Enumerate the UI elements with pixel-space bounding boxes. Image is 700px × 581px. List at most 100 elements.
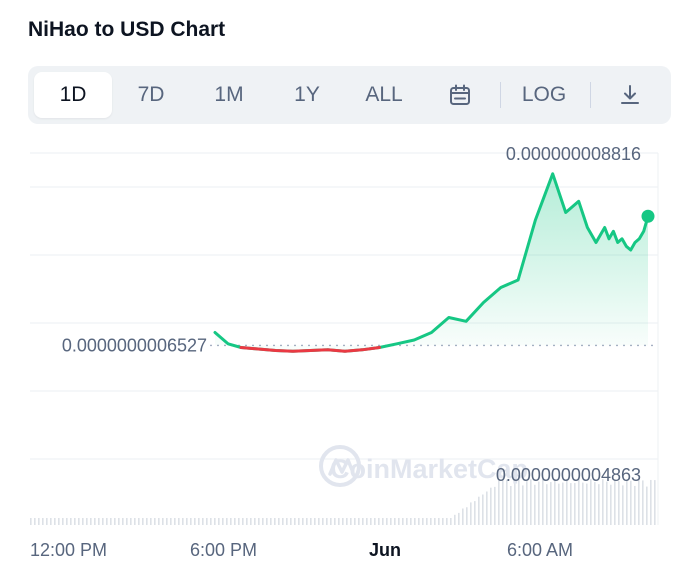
- volume-bar: [590, 479, 592, 525]
- volume-bar: [234, 518, 236, 525]
- volume-bar: [442, 518, 444, 525]
- volume-bar: [38, 518, 40, 525]
- volume-bar: [610, 484, 612, 525]
- volume-bar: [174, 518, 176, 525]
- volume-bar: [570, 483, 572, 525]
- volume-bar: [354, 518, 356, 525]
- volume-bar: [258, 518, 260, 525]
- volume-bar: [274, 518, 276, 525]
- volume-bar: [86, 518, 88, 525]
- download-icon: [621, 85, 639, 104]
- volume-bar: [346, 518, 348, 525]
- volume-bar: [230, 518, 232, 525]
- volume-bar: [594, 482, 596, 525]
- volume-bar: [162, 518, 164, 525]
- volume-bar: [474, 501, 476, 525]
- volume-bar: [322, 518, 324, 525]
- volume-bar: [466, 507, 468, 525]
- volume-bar: [622, 485, 624, 525]
- volume-bar: [46, 518, 48, 525]
- volume-bar: [598, 484, 600, 525]
- volume-bar: [618, 481, 620, 525]
- volume-bar: [438, 518, 440, 525]
- high-price-label: 0.000000008816: [506, 144, 641, 164]
- volume-bar: [494, 486, 496, 525]
- volume-bar: [358, 518, 360, 525]
- volume-bar: [562, 482, 564, 525]
- volume-bar: [502, 480, 504, 525]
- volume-bar: [106, 518, 108, 525]
- volume-bar: [70, 518, 72, 525]
- volume-bar: [462, 508, 464, 525]
- volume-bar: [546, 484, 548, 525]
- chart-title: NiHao to USD Chart: [28, 18, 226, 41]
- volume-bar: [126, 518, 128, 525]
- volume-bar: [238, 518, 240, 525]
- volume-bars: [30, 479, 656, 525]
- volume-bar: [530, 479, 532, 525]
- volume-bar: [130, 518, 132, 525]
- price-chart-svg: CoinMarketCap 0.000000008816 0.000000000…: [30, 144, 659, 525]
- range-7d-button[interactable]: 7D: [137, 83, 165, 106]
- volume-bar: [334, 518, 336, 525]
- volume-bar: [222, 518, 224, 525]
- range-1y-button[interactable]: 1Y: [294, 83, 320, 106]
- log-scale-button[interactable]: LOG: [521, 83, 567, 106]
- volume-bar: [422, 518, 424, 525]
- volume-bar: [406, 518, 408, 525]
- volume-bar: [498, 480, 500, 525]
- download-button[interactable]: [607, 72, 653, 118]
- range-all-button[interactable]: ALL: [365, 83, 403, 106]
- volume-bar: [602, 479, 604, 525]
- volume-bar: [114, 518, 116, 525]
- range-1d-button[interactable]: 1D: [34, 72, 112, 118]
- price-chart[interactable]: CoinMarketCap 0.000000008816 0.000000000…: [0, 130, 700, 576]
- volume-bar: [378, 518, 380, 525]
- volume-bar: [286, 518, 288, 525]
- volume-bar: [74, 518, 76, 525]
- price-area-fill: [215, 173, 648, 352]
- volume-bar: [110, 518, 112, 525]
- volume-bar: [326, 518, 328, 525]
- volume-bar: [202, 518, 204, 525]
- volume-bar: [558, 483, 560, 525]
- volume-bar: [470, 502, 472, 525]
- volume-bar: [574, 483, 576, 525]
- volume-bar: [526, 481, 528, 525]
- volume-bar: [66, 518, 68, 525]
- volume-bar: [518, 479, 520, 525]
- volume-bar: [302, 518, 304, 525]
- price-line-below-open: [239, 346, 381, 353]
- x-axis-tick-label: Jun: [369, 540, 402, 560]
- volume-bar: [478, 496, 480, 525]
- x-axis-tick-label: 6:00 PM: [190, 540, 258, 560]
- volume-bar: [310, 518, 312, 525]
- latest-price-marker: [641, 209, 655, 223]
- volume-bar: [314, 518, 316, 525]
- volume-bar: [510, 486, 512, 525]
- volume-bar: [82, 518, 84, 525]
- volume-bar: [138, 518, 140, 525]
- calendar-button[interactable]: [437, 72, 483, 118]
- volume-bar: [342, 518, 344, 525]
- volume-bar: [194, 518, 196, 525]
- volume-bar: [62, 518, 64, 525]
- volume-bar: [186, 518, 188, 525]
- toolbar-divider: [590, 82, 591, 108]
- calendar-icon: [450, 84, 470, 105]
- volume-bar: [382, 518, 384, 525]
- range-1m-button[interactable]: 1M: [214, 83, 244, 106]
- volume-bar: [270, 518, 272, 525]
- volume-bar: [214, 518, 216, 525]
- volume-bar: [206, 518, 208, 525]
- volume-bar: [102, 518, 104, 525]
- volume-bar: [42, 518, 44, 525]
- volume-bar: [58, 518, 60, 525]
- volume-bar: [534, 484, 536, 525]
- volume-bar: [370, 518, 372, 525]
- volume-bar: [350, 518, 352, 525]
- volume-bar: [434, 518, 436, 525]
- volume-bar: [262, 518, 264, 525]
- volume-bar: [426, 518, 428, 525]
- volume-bar: [638, 479, 640, 525]
